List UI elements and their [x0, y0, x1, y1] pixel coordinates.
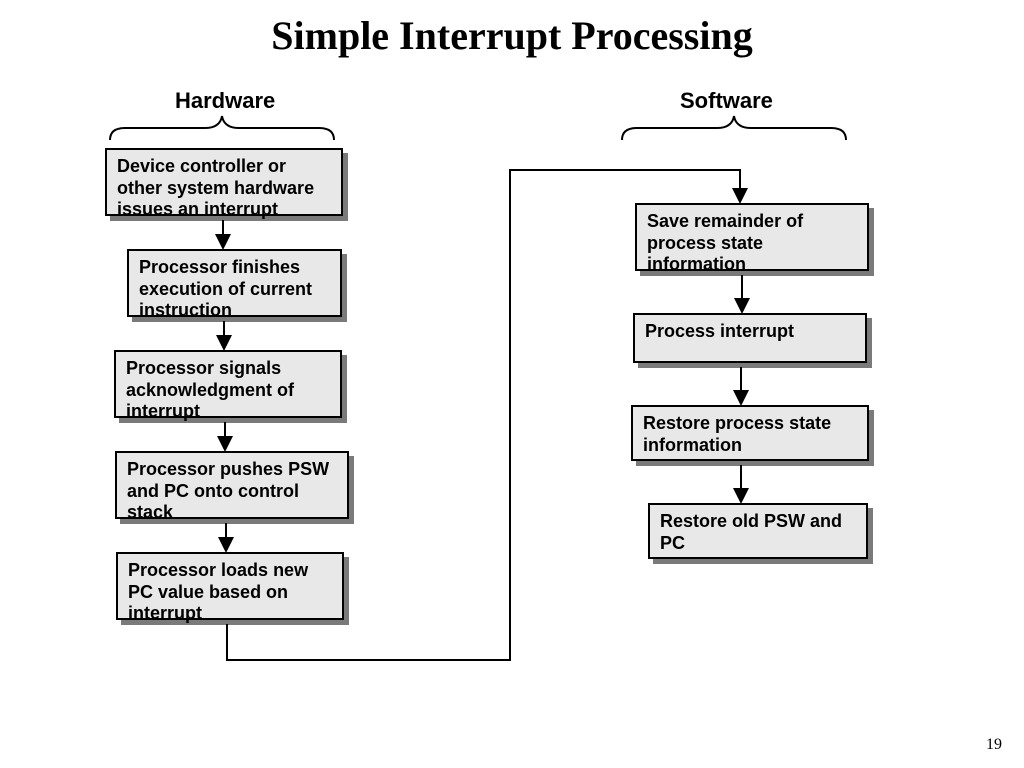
- hardware-box-1: Device controller or other system hardwa…: [105, 148, 343, 216]
- page-number: 19: [986, 736, 1002, 754]
- software-header: Software: [680, 88, 773, 114]
- software-box-1: Save remainder of process state informat…: [635, 203, 869, 271]
- hardware-box-2: Processor finishes execution of current …: [127, 249, 342, 317]
- hardware-box-3: Processor signals acknowledgment of inte…: [114, 350, 342, 418]
- software-box-2: Process interrupt: [633, 313, 867, 363]
- hardware-box-5: Processor loads new PC value based on in…: [116, 552, 344, 620]
- software-box-4: Restore old PSW and PC: [648, 503, 868, 559]
- software-box-3: Restore process state information: [631, 405, 869, 461]
- hardware-box-4: Processor pushes PSW and PC onto control…: [115, 451, 349, 519]
- hardware-header: Hardware: [175, 88, 275, 114]
- page-title: Simple Interrupt Processing: [0, 12, 1024, 59]
